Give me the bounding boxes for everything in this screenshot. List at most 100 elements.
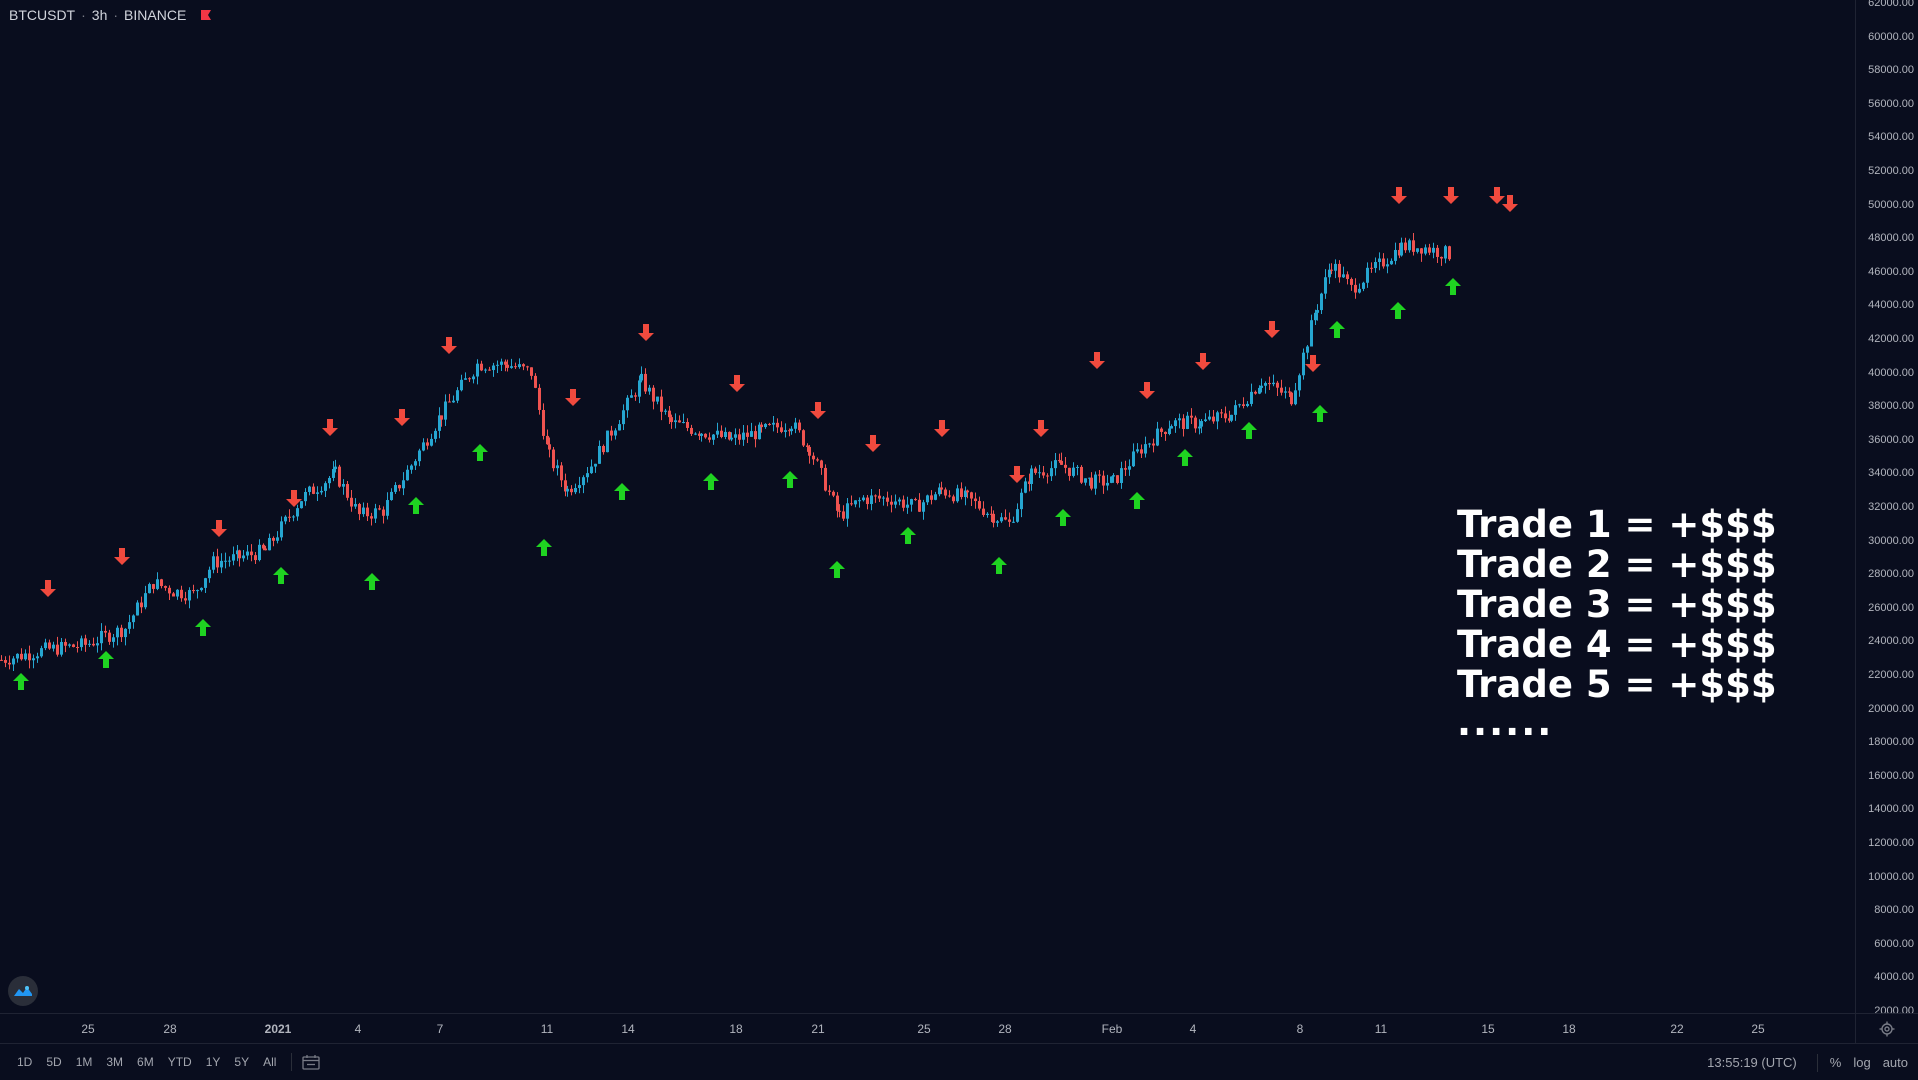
range-button-all[interactable]: All	[263, 1055, 277, 1069]
candle-body	[188, 590, 191, 601]
range-button-1m[interactable]: 1M	[75, 1055, 93, 1069]
candle-body	[488, 369, 491, 371]
candle-body	[52, 644, 55, 649]
candle-body	[500, 361, 503, 365]
candle-body	[16, 653, 19, 659]
buy-signal-arrow	[98, 651, 114, 668]
candle-body	[196, 590, 199, 592]
time-axis[interactable]: 25 28 2021 4 7 11 14 18 21 25 28 Feb 4 8 11 15 18 22 25	[0, 1013, 1855, 1043]
candle-body	[452, 400, 455, 403]
candle-body	[140, 602, 143, 608]
candle-body	[1306, 346, 1309, 353]
log-scale-toggle[interactable]: log	[1853, 1055, 1871, 1070]
candle-body	[948, 495, 951, 497]
range-button-ytd[interactable]: YTD	[167, 1055, 192, 1069]
candlestick-chart[interactable]	[0, 0, 1855, 1013]
candle-body	[1264, 383, 1267, 386]
sell-signal-arrow	[211, 520, 227, 537]
time-tick: 14	[621, 1022, 635, 1036]
candle-body	[358, 504, 361, 515]
candle-body	[874, 495, 877, 497]
candle-body	[262, 544, 265, 549]
candle-body	[1080, 466, 1083, 483]
buy-signal-arrow	[13, 673, 29, 690]
tradingview-logo[interactable]	[8, 976, 38, 1006]
candle-body	[382, 509, 385, 516]
percent-scale-toggle[interactable]: %	[1829, 1055, 1842, 1070]
candle-body	[460, 379, 463, 391]
sell-signal-arrow	[394, 409, 410, 426]
candle-body	[566, 488, 569, 492]
candle-body	[152, 584, 155, 589]
candle-body	[80, 638, 83, 648]
candle-body	[228, 560, 231, 562]
utc-clock[interactable]: 13:55:19 (UTC)	[1707, 1055, 1797, 1070]
candle-body	[930, 495, 933, 500]
range-button-5d[interactable]: 5D	[46, 1055, 62, 1069]
candle-body	[456, 390, 459, 401]
calendar-goto-icon[interactable]	[302, 1054, 321, 1070]
range-button-1d[interactable]: 1D	[17, 1055, 33, 1069]
candle-body	[100, 630, 103, 644]
candle-body	[1120, 468, 1123, 483]
auto-scale-toggle[interactable]: auto	[1882, 1055, 1908, 1070]
range-button-5y[interactable]: 5Y	[234, 1055, 250, 1069]
candle-body	[1378, 258, 1381, 263]
time-tick: 11	[540, 1022, 554, 1036]
candle-body	[362, 507, 365, 515]
candle-body	[40, 648, 43, 657]
candle-body	[1198, 426, 1201, 429]
range-button-3m[interactable]: 3M	[106, 1055, 124, 1069]
candle-body	[72, 644, 75, 648]
chart-pane[interactable]: BTCUSDT · 3h · BINANCE Trade 1 = +$$$ Tr…	[0, 0, 1855, 1013]
candle-body	[56, 644, 59, 655]
candle-body	[304, 491, 307, 502]
sell-signal-arrow	[810, 402, 826, 419]
candle-body	[720, 430, 723, 437]
candle-body	[250, 551, 253, 556]
candle-body	[926, 495, 929, 503]
range-button-1y[interactable]: 1Y	[205, 1055, 221, 1069]
symbol-header[interactable]: BTCUSDT · 3h · BINANCE	[9, 7, 212, 23]
candle-body	[538, 387, 541, 410]
price-scale[interactable]: 62000.00 60000.00 58000.00 56000.00 54000.00…	[1855, 0, 1918, 1017]
candle-body	[1280, 387, 1283, 393]
candle-body	[216, 556, 219, 568]
time-tick: 28	[163, 1022, 177, 1036]
chart-settings-corner[interactable]	[1855, 1013, 1918, 1043]
price-tick: 12000.00	[1868, 837, 1914, 849]
candle-body	[686, 422, 689, 428]
candle-body	[552, 449, 555, 469]
price-tick: 54000.00	[1868, 131, 1914, 144]
candle-body	[0, 659, 3, 661]
header-separator-2: ·	[113, 7, 119, 23]
candle-body	[378, 508, 381, 510]
candle-body	[1064, 464, 1067, 468]
flag-icon[interactable]	[200, 9, 212, 21]
candle-body	[204, 578, 207, 588]
candle-body	[858, 500, 861, 502]
candle-body	[966, 490, 969, 493]
candle-body	[276, 537, 279, 541]
candle-body	[648, 387, 651, 392]
candle-body	[20, 653, 23, 660]
candle-body	[24, 653, 27, 660]
interval-label[interactable]: 3h	[91, 7, 108, 23]
buy-signal-arrow	[1445, 278, 1461, 295]
candle-body	[440, 415, 443, 420]
gear-icon[interactable]	[1879, 1021, 1895, 1037]
symbol-name[interactable]: BTCUSDT	[9, 7, 76, 23]
candle-body	[350, 497, 353, 507]
candle-body	[518, 364, 521, 368]
time-tick: 4	[354, 1022, 362, 1036]
candle-body	[630, 395, 633, 398]
time-tick: 15	[1481, 1022, 1495, 1036]
candle-body	[1398, 249, 1401, 256]
candle-body	[514, 366, 517, 368]
price-tick: 52000.00	[1868, 165, 1914, 177]
buy-signal-arrow	[782, 471, 798, 488]
range-button-6m[interactable]: 6M	[137, 1055, 154, 1069]
candle-body	[1144, 444, 1147, 454]
candle-body	[224, 560, 227, 562]
candle-body	[144, 593, 147, 608]
